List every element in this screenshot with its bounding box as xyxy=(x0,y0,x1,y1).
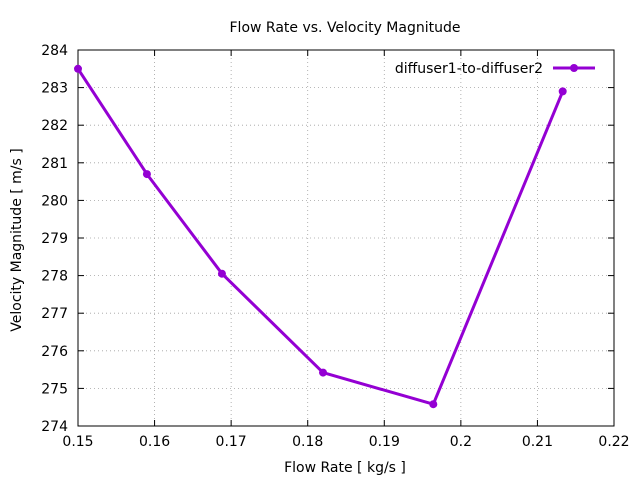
axis-ticks: 0.15 0.16 0.17 0.18 0.19 0.2 0.21 0.22 274 275 276… xyxy=(41,43,629,450)
series-line xyxy=(76,67,565,406)
data-point xyxy=(217,269,226,278)
data-point xyxy=(319,368,328,377)
y-tick-label: 275 xyxy=(41,381,68,397)
y-tick-label: 277 xyxy=(41,306,68,322)
grid xyxy=(78,50,614,426)
y-tick-label: 284 xyxy=(41,43,68,59)
data-point xyxy=(142,170,151,179)
y-tick-label: 278 xyxy=(41,269,68,285)
x-axis-label: Flow Rate [ kg/s ] xyxy=(284,460,406,476)
legend-label: diffuser1-to-diffuser2 xyxy=(395,61,543,77)
x-tick-label: 0.19 xyxy=(369,434,400,450)
data-point xyxy=(558,87,567,96)
y-axis-label: Velocity Magnitude [ m/s ] xyxy=(9,148,25,331)
y-tick-label: 283 xyxy=(41,81,68,97)
y-tick-label: 281 xyxy=(41,156,68,172)
series-layer xyxy=(74,64,567,409)
data-point xyxy=(74,64,82,73)
x-tick-label: 0.16 xyxy=(139,434,170,450)
y-tick-label: 282 xyxy=(41,118,68,134)
x-tick-label: 0.18 xyxy=(292,434,323,450)
x-tick-label: 0.21 xyxy=(522,434,553,450)
data-point xyxy=(429,400,438,409)
x-tick-label: 0.22 xyxy=(598,434,629,450)
legend: diffuser1-to-diffuser2 xyxy=(395,61,595,77)
y-tick-label: 276 xyxy=(41,344,68,360)
chart-title: Flow Rate vs. Velocity Magnitude xyxy=(230,20,461,36)
x-tick-label: 0.15 xyxy=(62,434,93,450)
y-tick-label: 274 xyxy=(41,419,68,435)
legend-marker xyxy=(570,64,578,72)
y-tick-label: 279 xyxy=(41,231,68,247)
y-tick-label: 280 xyxy=(41,193,68,209)
x-tick-label: 0.17 xyxy=(216,434,247,450)
x-tick-label: 0.2 xyxy=(450,434,472,450)
